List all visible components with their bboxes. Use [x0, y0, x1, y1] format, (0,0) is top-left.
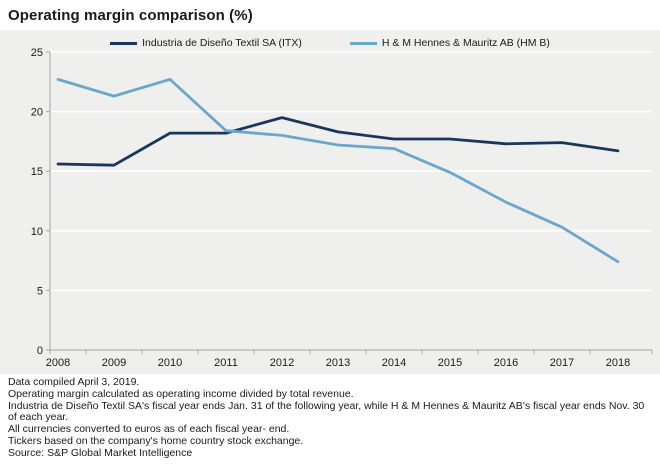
chart-legend: Industria de Diseño Textil SA (ITX) H & … [0, 35, 660, 51]
y-axis-label: 20 [31, 107, 43, 119]
x-axis-label: 2008 [46, 357, 70, 369]
y-axis-label: 15 [31, 166, 43, 178]
legend-item-itx: Industria de Diseño Textil SA (ITX) [110, 37, 302, 49]
x-axis-label: 2015 [438, 357, 462, 369]
legend-line-swatch-itx [110, 41, 138, 45]
title-bar: Operating margin comparison (%) [0, 0, 660, 30]
x-axis-label: 2009 [102, 357, 126, 369]
x-axis-label: 2012 [270, 357, 294, 369]
footer-note-fiscal-years: Industria de Diseño Textil SA's fiscal y… [8, 399, 645, 424]
legend-item-hm: H & M Hennes & Mauritz AB (HM B) [349, 37, 550, 49]
chart-panel: Industria de Diseño Textil SA (ITX) H & … [0, 30, 660, 374]
y-axis-label: 5 [37, 285, 43, 297]
footer-source: Source: S&P Global Market Intelligence [8, 446, 193, 459]
y-axis-label: 0 [37, 345, 43, 357]
footer-note-tickers: Tickers based on the company's home coun… [8, 434, 304, 447]
y-axis-label: 10 [31, 226, 43, 238]
series-line-itx [56, 116, 620, 167]
y-axis-label: 25 [31, 47, 43, 59]
x-axis-label: 2013 [326, 357, 350, 369]
legend-line-swatch-hm [349, 41, 377, 45]
x-axis-label: 2011 [214, 357, 238, 369]
chart-canvas: 0 5 10 15 20 25 2008 2009 2010 2011 2012 2013 2014 20… [31, 47, 653, 369]
x-axis-label: 2017 [550, 357, 574, 369]
footer-note-currency: All currencies converted to euros as of … [8, 423, 290, 436]
x-axis-label: 2016 [494, 357, 518, 369]
footer-note-compiled: Data compiled April 3, 2019. [8, 376, 140, 388]
legend-label-hm: H & M Hennes & Mauritz AB (HM B) [381, 37, 550, 49]
page-title: Operating margin comparison (%) [8, 7, 253, 24]
footer-note-definition: Operating margin calculated as operating… [8, 387, 354, 400]
legend-label-itx: Industria de Diseño Textil SA (ITX) [142, 37, 302, 49]
x-axis-label: 2014 [382, 357, 406, 369]
footer-notes: Data compiled April 3, 2019. Operating m… [0, 374, 660, 464]
x-axis-label: 2018 [606, 357, 630, 369]
series-line-hm [56, 78, 620, 264]
x-axis-label: 2010 [158, 357, 182, 369]
